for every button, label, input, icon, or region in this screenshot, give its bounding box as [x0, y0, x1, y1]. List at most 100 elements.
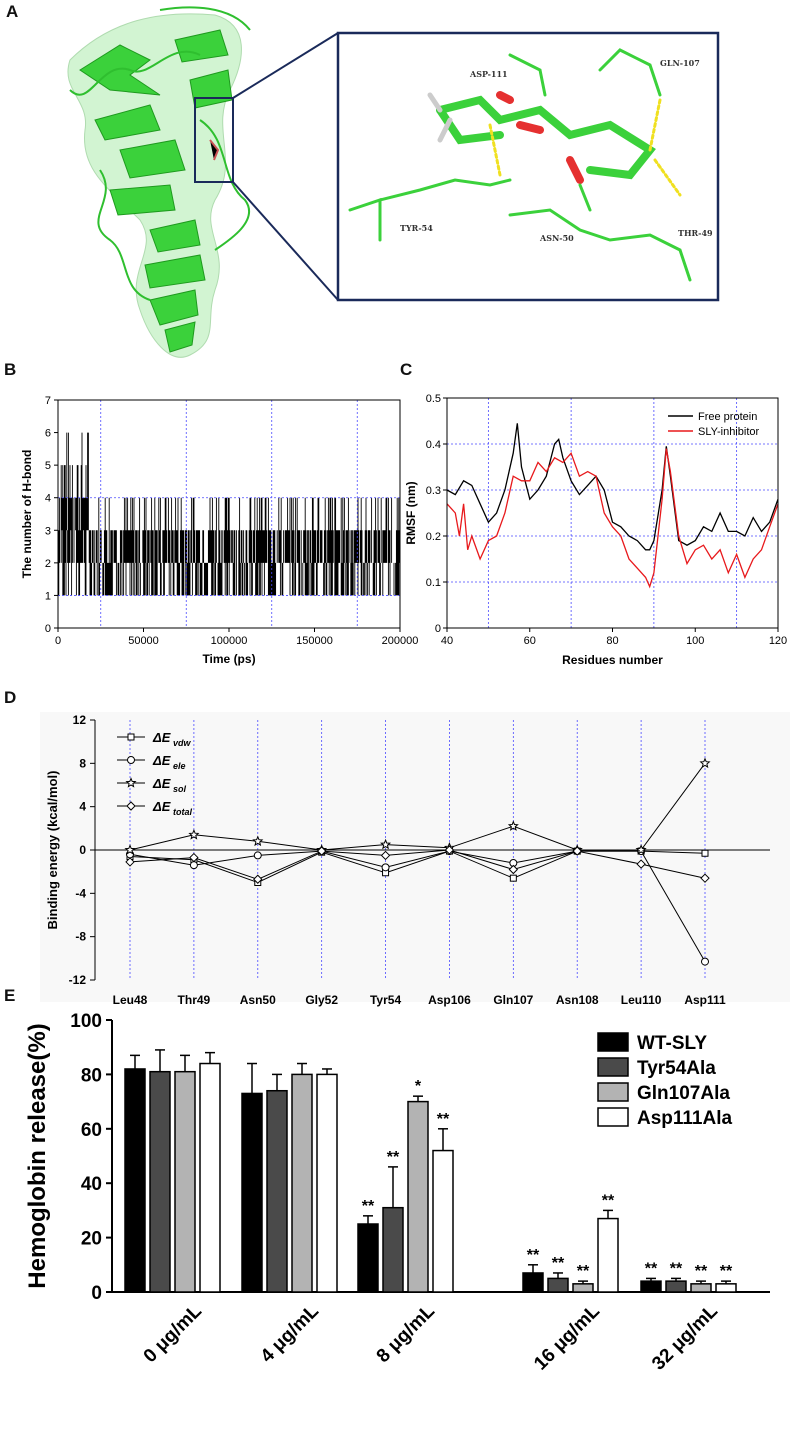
residue-label: ASP-111	[469, 69, 508, 79]
legend-label: ΔE	[152, 753, 171, 768]
x-tick-label: 16 μg/mL	[530, 1300, 604, 1374]
significance-label: **	[527, 1247, 540, 1264]
legend-subscript: vdw	[173, 738, 192, 748]
bar	[432, 1149, 454, 1293]
y-tick-label: -4	[75, 886, 86, 900]
point-marker	[636, 859, 646, 869]
y-tick-label: 40	[81, 1174, 102, 1195]
point-marker	[188, 828, 200, 840]
bar	[407, 1100, 429, 1293]
point-marker	[507, 820, 519, 831]
y-axis-label: The number of H-bond	[20, 450, 34, 579]
y-axis-label: RMSF (nm)	[404, 481, 418, 544]
significance-label: **	[602, 1192, 615, 1209]
series-line-3	[129, 849, 706, 880]
legend-subscript: ele	[173, 761, 186, 771]
y-tick-label: 2	[45, 558, 51, 570]
bar	[174, 1070, 196, 1293]
x-tick-label: 60	[524, 635, 536, 647]
y-tick-label: 7	[45, 395, 51, 407]
point-marker	[509, 874, 517, 882]
point-marker	[635, 844, 647, 855]
significance-label: **	[670, 1260, 683, 1277]
y-tick-label: 4	[79, 800, 86, 814]
bar	[522, 1272, 544, 1293]
y-tick-label: 12	[73, 713, 87, 727]
y-tick-label: 0	[91, 1283, 102, 1304]
x-tick-label: 100	[686, 635, 704, 647]
x-tick-label: 4 μg/mL	[257, 1300, 324, 1367]
significance-label: *	[415, 1078, 422, 1095]
point-marker	[700, 873, 710, 883]
x-tick-label: 100000	[211, 635, 248, 647]
bar	[291, 1073, 313, 1293]
bar	[316, 1073, 338, 1293]
point-marker	[253, 851, 262, 860]
y-tick-label: 0.2	[426, 531, 441, 543]
point-marker	[125, 777, 137, 788]
x-axis-label: Residues number	[562, 653, 663, 667]
legend-subscript: sol	[173, 784, 187, 794]
residue-label: ASN-50	[539, 233, 574, 243]
x-tick-label: 0 μg/mL	[140, 1300, 207, 1367]
y-axis-label: Binding energy (kcal/mol)	[45, 771, 60, 930]
y-tick-label: 0	[79, 843, 86, 857]
y-axis-label: Hemoglobin release(%)	[24, 1023, 51, 1288]
x-tick-label: 50000	[128, 635, 159, 647]
significance-label: **	[387, 1149, 400, 1166]
bar	[382, 1206, 404, 1293]
significance-label: **	[437, 1111, 450, 1128]
x-tick-label: Gln107	[493, 993, 533, 1007]
x-tick-label: 120	[769, 635, 787, 647]
y-tick-label: 5	[45, 460, 51, 472]
point-marker	[189, 861, 198, 870]
hbond-chart: 0 1 2 3 4 5 6 7 0 50000 100000 150000 200000 Time (ps…	[20, 395, 418, 666]
point-marker	[508, 864, 519, 875]
legend-swatch	[597, 1057, 629, 1077]
significance-label: **	[552, 1255, 565, 1272]
x-tick-label: Asp111	[684, 993, 726, 1007]
panel-label-c: C	[400, 360, 412, 379]
legend-label: WT-SLY	[637, 1033, 707, 1054]
point-marker	[125, 857, 135, 867]
point-marker	[572, 846, 582, 856]
bar	[357, 1223, 379, 1293]
point-marker	[381, 863, 390, 872]
bar	[199, 1062, 221, 1293]
y-tick-label: 4	[45, 493, 51, 505]
legend-label: Free protein	[698, 411, 757, 423]
bar	[547, 1277, 569, 1293]
protein-cartoon	[67, 6, 251, 358]
bar	[690, 1283, 712, 1293]
hbond-trace	[57, 432, 401, 596]
y-tick-label: 0.4	[426, 439, 441, 451]
y-tick-label: 3	[45, 525, 51, 537]
legend-label: ΔE	[152, 730, 171, 745]
panel-label-b: B	[4, 360, 16, 379]
y-tick-label: 100	[70, 1011, 102, 1032]
legend-label: ΔE	[152, 799, 171, 814]
x-axis-label: Time (ps)	[202, 652, 255, 666]
legend-label: Asp111Ala	[637, 1108, 732, 1129]
panel-d-background	[40, 712, 790, 1002]
x-tick-label: 150000	[296, 635, 333, 647]
panel-label-d: D	[4, 688, 16, 707]
bar	[640, 1280, 662, 1293]
bar	[665, 1280, 687, 1293]
series-line-2	[129, 763, 706, 851]
y-tick-label: -12	[69, 973, 87, 987]
y-tick-label: 80	[81, 1065, 102, 1086]
point-marker	[380, 838, 392, 850]
bar	[149, 1070, 171, 1293]
legend-label: ΔE	[152, 776, 171, 791]
legend-label: Gln107Ala	[637, 1083, 730, 1104]
residue-labels: ASP-111 GLN-107 TYR-54 ASN-50 THR-49	[400, 58, 713, 243]
legend-swatch	[597, 1032, 629, 1052]
y-tick-label: -8	[75, 930, 86, 944]
x-tick-label: Asp106	[428, 993, 471, 1007]
x-tick-label: 40	[441, 635, 453, 647]
rmsf-chart: 0 0.1 0.2 0.3 0.4 0.5 40 60 80 100 120 Residues num…	[404, 393, 787, 667]
x-tick-label: 200000	[382, 635, 419, 647]
zoom-line-bottom	[232, 181, 339, 301]
